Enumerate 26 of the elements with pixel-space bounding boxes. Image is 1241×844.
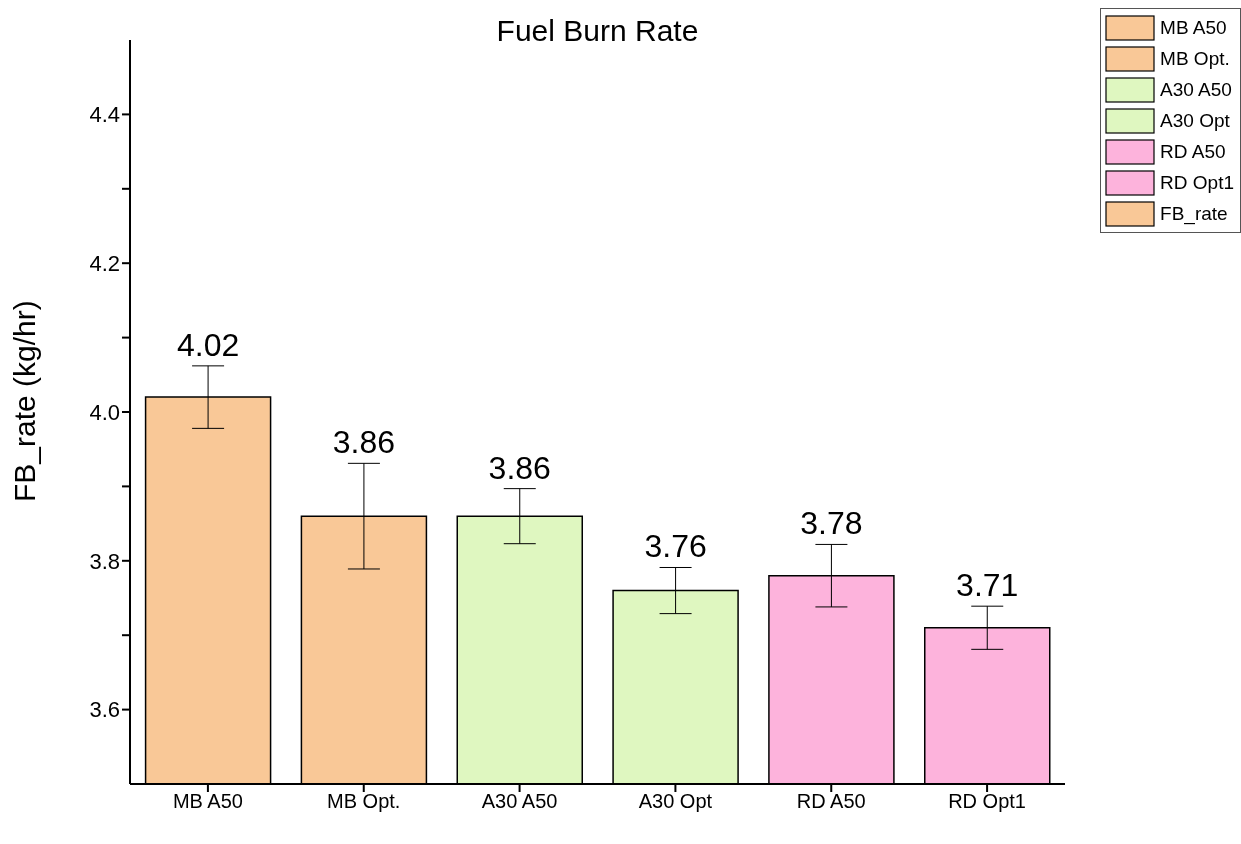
category-label: MB Opt.	[1160, 47, 1230, 69]
data-label: 3.76	[644, 528, 707, 565]
y-tick-label: 4.0	[89, 399, 120, 425]
data-label: 4.02	[176, 326, 240, 363]
x-tick-label: A30 A50	[481, 790, 558, 813]
y-tick-label: 3.6	[89, 697, 120, 723]
data-label: 3.78	[800, 505, 863, 542]
y-tick-label: 3.8	[89, 548, 120, 574]
category-label: MB A50	[1160, 16, 1227, 38]
x-tick-label: RD A50	[796, 790, 866, 813]
category-label: A30 Opt	[1160, 109, 1230, 131]
chart-title: Fuel Burn Rate	[495, 14, 700, 48]
category-label: A30 A50	[1160, 78, 1232, 100]
x-tick-label: MB Opt.	[327, 790, 401, 813]
category-label: RD A50	[1160, 140, 1226, 162]
y-tick-label: 4.4	[89, 102, 120, 128]
data-label: 3.86	[488, 449, 551, 486]
x-tick-label: RD Opt1	[948, 790, 1026, 813]
legend-label: FB_rate	[1160, 202, 1228, 225]
y-tick-label: 4.2	[89, 251, 120, 277]
y-axis-title: FB_rate (kg/hr)	[7, 300, 41, 502]
data-label: 3.86	[332, 424, 396, 461]
x-tick-label: MB A50	[172, 790, 243, 813]
data-label: 3.71	[956, 567, 1019, 604]
category-label: RD Opt1	[1160, 171, 1234, 193]
x-tick-label: A30 Opt	[638, 790, 713, 813]
